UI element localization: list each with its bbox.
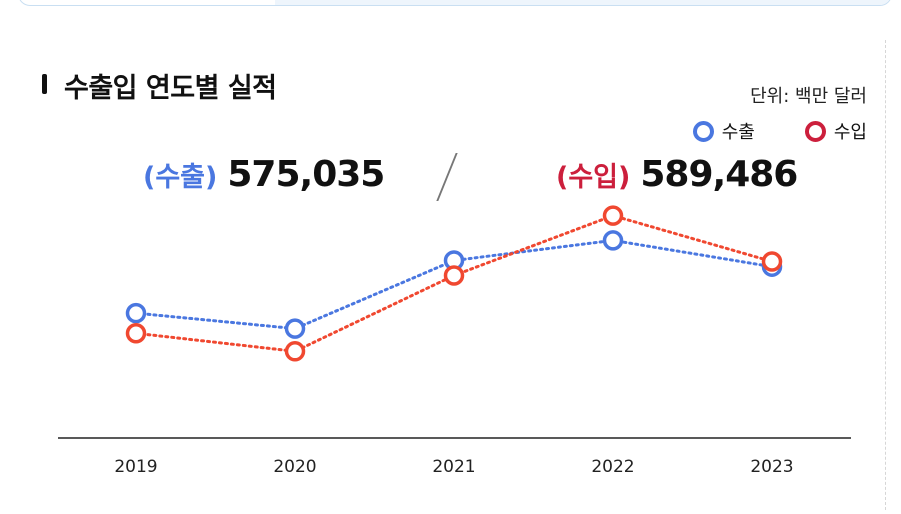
top-card-highlight	[275, 0, 891, 5]
unit-label: 단위: 백만 달러	[750, 86, 867, 107]
legend-marker-import	[804, 120, 826, 142]
import-total-value: 589,486	[640, 154, 798, 195]
legend-item-export[interactable]: 수출	[692, 118, 755, 144]
legend-marker-export	[692, 120, 714, 142]
export-total-value: 575,035	[227, 154, 385, 195]
import-total: (수입) 589,486	[556, 154, 798, 202]
data-point-import-2019	[125, 323, 147, 344]
right-divider	[885, 40, 886, 510]
import-total-label: (수입)	[556, 162, 631, 193]
legend-label-export: 수출	[721, 122, 755, 143]
data-point-export-2022	[602, 230, 624, 251]
x-tick-label-2021: 2021	[432, 457, 475, 477]
data-point-import-2020	[284, 341, 306, 362]
chart-title: 수출입 연도별 실적	[64, 73, 277, 104]
export-total-label: (수출)	[143, 162, 218, 193]
legend-item-import[interactable]: 수입	[804, 118, 867, 144]
data-point-export-2019	[125, 302, 147, 324]
data-point-import-2023	[761, 251, 783, 272]
data-point-import-2022	[602, 205, 624, 226]
export-total: (수출) 575,035	[143, 154, 385, 202]
legend-label-import: 수입	[833, 122, 867, 143]
x-tick-label-2022: 2022	[591, 457, 634, 477]
x-tick-label-2020: 2020	[273, 457, 316, 477]
data-point-import-2021	[443, 265, 465, 286]
legend: 수출 수입	[692, 118, 867, 144]
x-tick-label-2023: 2023	[750, 457, 793, 477]
title-bar	[42, 74, 47, 94]
data-point-export-2020	[284, 318, 306, 339]
x-tick-label-2019: 2019	[114, 457, 157, 477]
